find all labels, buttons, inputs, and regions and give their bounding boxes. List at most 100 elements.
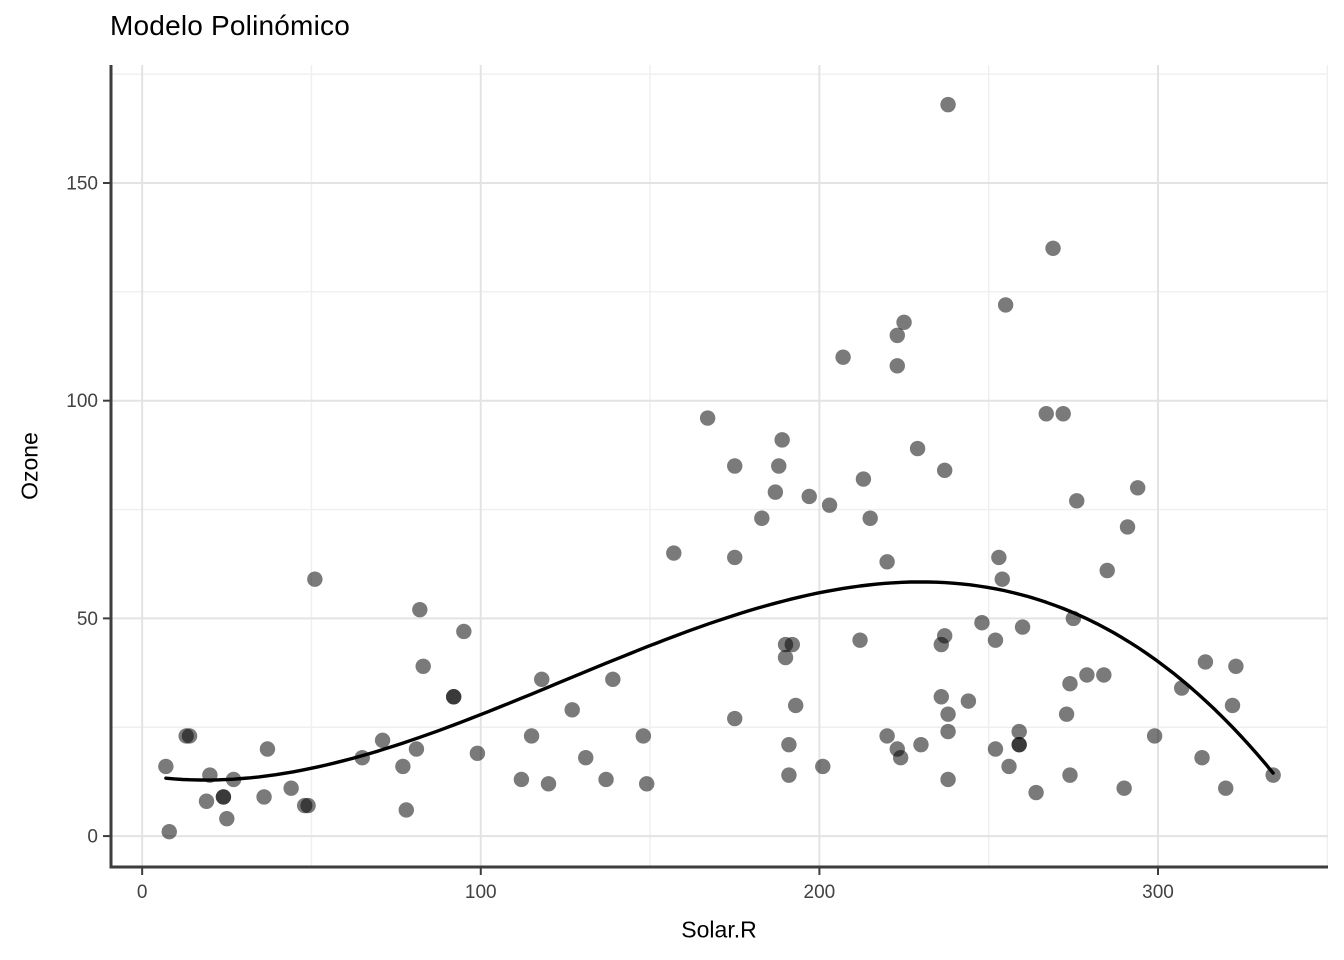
- data-point: [445, 689, 462, 705]
- data-point: [909, 440, 926, 457]
- data-point: [727, 549, 743, 566]
- data-point: [1028, 784, 1044, 801]
- data-point: [1011, 723, 1027, 740]
- data-point: [1119, 519, 1136, 535]
- y-tick-label: 0: [87, 827, 98, 848]
- data-point: [283, 780, 299, 796]
- data-point: [994, 571, 1010, 587]
- data-point: [374, 732, 391, 748]
- data-point: [774, 432, 790, 448]
- data-point: [936, 628, 953, 644]
- data-point: [198, 793, 215, 809]
- data-point: [754, 510, 770, 526]
- data-point: [777, 636, 794, 653]
- data-point: [1129, 480, 1146, 496]
- data-point: [781, 767, 797, 783]
- data-point: [1079, 667, 1095, 683]
- data-point: [896, 314, 912, 331]
- data-point: [940, 771, 956, 788]
- data-point: [787, 697, 804, 714]
- data-point: [936, 462, 953, 479]
- data-point: [398, 802, 414, 818]
- data-point: [960, 693, 977, 709]
- data-point: [1218, 780, 1234, 796]
- data-point: [1055, 406, 1071, 422]
- x-tick-label: 300: [1142, 882, 1174, 903]
- data-point: [889, 741, 905, 757]
- data-point: [215, 789, 232, 805]
- x-tick-label: 100: [465, 882, 497, 903]
- x-tick-label: 0: [137, 882, 148, 903]
- data-point: [540, 776, 557, 792]
- data-point: [256, 789, 272, 805]
- y-tick-label: 100: [66, 391, 98, 412]
- data-point: [1062, 675, 1078, 692]
- data-point: [1038, 406, 1054, 422]
- data-point: [933, 689, 949, 705]
- data-point: [997, 297, 1014, 313]
- data-point: [940, 96, 956, 113]
- data-point: [181, 728, 198, 744]
- data-point: [855, 471, 872, 487]
- data-point: [727, 458, 743, 474]
- data-point: [781, 736, 797, 753]
- x-tick-label: 200: [804, 882, 836, 903]
- data-point: [469, 745, 486, 762]
- data-point: [1146, 728, 1163, 744]
- y-tick-label: 50: [77, 609, 98, 630]
- data-point: [1224, 697, 1241, 714]
- data-point: [879, 554, 895, 570]
- data-point: [1116, 780, 1132, 796]
- data-point: [852, 632, 868, 648]
- data-point: [1011, 736, 1027, 753]
- chart-title: Modelo Polinómico: [110, 10, 350, 41]
- data-point: [1194, 750, 1210, 766]
- data-point: [1014, 619, 1031, 635]
- data-point: [727, 710, 743, 727]
- data-point: [777, 649, 794, 666]
- data-point: [564, 702, 580, 718]
- data-point: [605, 671, 621, 688]
- data-point: [578, 750, 594, 766]
- data-point: [408, 741, 425, 757]
- data-point: [987, 741, 1004, 757]
- data-point: [513, 771, 530, 788]
- data-point: [415, 658, 431, 674]
- data-point: [940, 706, 956, 722]
- data-point: [889, 327, 905, 344]
- x-axis-title: Solar.R: [681, 916, 757, 943]
- data-point: [158, 758, 174, 775]
- data-point: [821, 497, 838, 513]
- data-point: [1228, 658, 1244, 674]
- data-point: [889, 358, 905, 374]
- data-point: [699, 410, 716, 426]
- data-point: [456, 623, 472, 640]
- data-point: [635, 728, 652, 744]
- data-point: [1096, 667, 1112, 683]
- data-point: [974, 615, 990, 631]
- data-point: [1001, 758, 1017, 775]
- data-point: [862, 510, 878, 526]
- data-point: [1197, 654, 1214, 670]
- data-point: [1045, 240, 1061, 257]
- data-point: [161, 824, 177, 840]
- data-point: [598, 771, 614, 788]
- data-point: [771, 458, 787, 474]
- data-point: [638, 776, 655, 792]
- data-point: [940, 723, 956, 740]
- fit-curve: [164, 580, 1275, 782]
- data-point: [1265, 767, 1281, 783]
- data-point: [835, 349, 851, 365]
- data-point: [987, 632, 1004, 648]
- y-tick-label: 150: [66, 173, 98, 194]
- data-point: [1069, 493, 1085, 509]
- data-point: [395, 758, 411, 775]
- data-point: [412, 601, 428, 618]
- data-point: [300, 797, 316, 814]
- data-point: [534, 671, 550, 688]
- data-point: [1099, 562, 1115, 579]
- data-point: [879, 728, 895, 744]
- data-point: [801, 488, 817, 505]
